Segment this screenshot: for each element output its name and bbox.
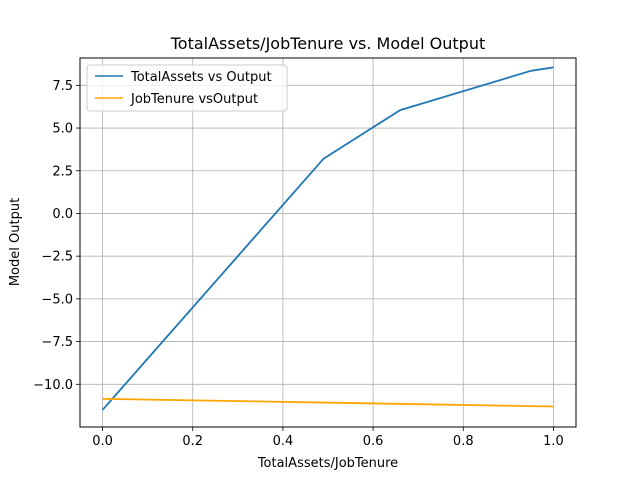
y-tick-label: −5.0 bbox=[41, 292, 73, 307]
x-tick-label: 1.0 bbox=[543, 434, 564, 449]
series-line-1 bbox=[102, 397, 554, 408]
y-tick-label: −2.5 bbox=[41, 250, 73, 265]
ticks: 0.0 0.2 0.4 0.6 0.8 1.0 −10.0 −7.5 −5.0 −2.5 0.0 2.… bbox=[33, 79, 564, 449]
x-tick-label: 0.0 bbox=[92, 434, 113, 449]
legend-box bbox=[86, 64, 288, 112]
x-tick-label: 0.4 bbox=[273, 434, 294, 449]
x-axis-label: TotalAssets/JobTenure bbox=[257, 456, 398, 471]
y-tick-label: 7.5 bbox=[52, 79, 73, 94]
legend-label-totalassets: TotalAssets vs Output bbox=[130, 70, 272, 85]
y-tick-label: 5.0 bbox=[52, 122, 73, 137]
x-tick-label: 0.6 bbox=[363, 434, 384, 449]
y-axis-label: Model Output bbox=[8, 198, 23, 286]
legend: TotalAssets vs Output JobTenure vsOutput bbox=[86, 64, 288, 112]
y-tick-label: 2.5 bbox=[52, 164, 73, 179]
y-tick-label: 0.0 bbox=[52, 207, 73, 222]
y-tick-label: −7.5 bbox=[41, 335, 73, 350]
series-line-0 bbox=[101, 66, 554, 411]
series-lines bbox=[101, 66, 554, 411]
x-tick-label: 0.8 bbox=[453, 434, 474, 449]
plot-frame bbox=[79, 57, 577, 428]
legend-label-jobtenure: JobTenure vsOutput bbox=[130, 92, 258, 107]
chart-title: TotalAssets/JobTenure vs. Model Output bbox=[170, 34, 486, 53]
x-tick-label: 0.2 bbox=[182, 434, 203, 449]
y-tick-label: −10.0 bbox=[33, 378, 73, 393]
